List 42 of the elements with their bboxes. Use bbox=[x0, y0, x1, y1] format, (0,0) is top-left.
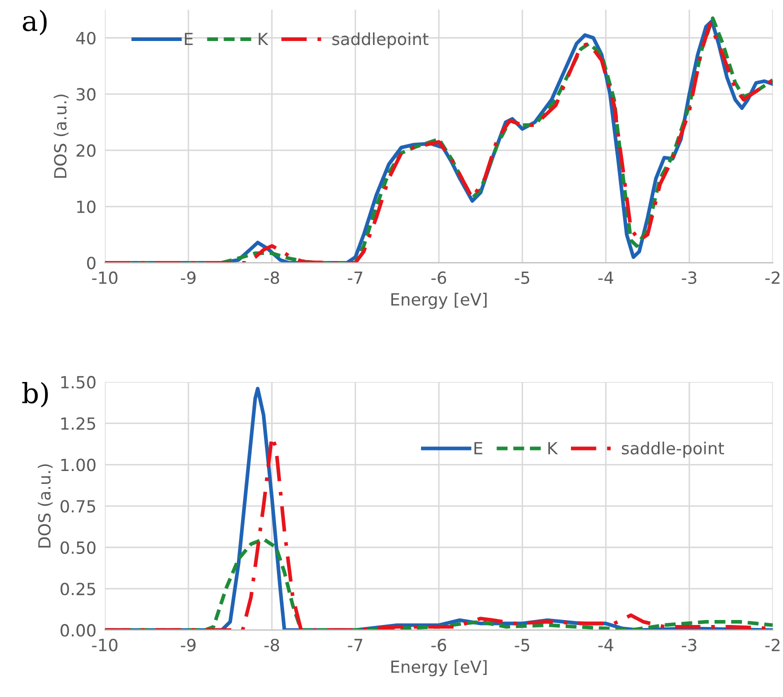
y-tick-label: 1.50 bbox=[61, 376, 96, 389]
x-axis-title: Energy [eV] bbox=[391, 660, 487, 676]
y-tick-label: 0.00 bbox=[60, 624, 96, 637]
x-tick-label: -5 bbox=[514, 272, 530, 284]
x-tick-label: -8 bbox=[264, 638, 280, 652]
x-tick-label: -6 bbox=[431, 638, 446, 652]
x-tick-label: -2 bbox=[765, 638, 780, 652]
x-tick-label: -3 bbox=[682, 271, 696, 284]
x-tick-label: -9 bbox=[180, 271, 196, 284]
x-tick-label: -10 bbox=[92, 638, 118, 652]
chart-title: b) bbox=[22, 382, 48, 408]
chart-title: a) bbox=[22, 10, 47, 36]
legend-label: K bbox=[548, 442, 558, 454]
x-tick-label: -4 bbox=[598, 272, 614, 284]
x-tick-label: -8 bbox=[264, 271, 280, 284]
x-tick-label: -5 bbox=[514, 638, 530, 652]
legend-label: K bbox=[258, 32, 268, 46]
x-tick-label: -7 bbox=[348, 638, 362, 652]
x-tick-label: -10 bbox=[92, 271, 118, 284]
y-tick-label: 30 bbox=[76, 88, 96, 101]
y-tick-label: 0 bbox=[87, 256, 96, 270]
x-axis-title: Energy [eV] bbox=[391, 292, 487, 309]
x-tick-label: -2 bbox=[765, 271, 780, 284]
y-tick-label: 1.00 bbox=[61, 458, 96, 472]
legend-label: saddle-point bbox=[622, 442, 724, 458]
legend-label: E bbox=[184, 32, 193, 46]
x-tick-label: -6 bbox=[431, 271, 446, 284]
y-axis-title: DOS (a.u.) bbox=[38, 464, 53, 548]
x-tick-label: -7 bbox=[348, 272, 362, 284]
y-tick-label: 0.50 bbox=[60, 541, 96, 554]
y-tick-label: 0.25 bbox=[60, 582, 96, 596]
y-tick-label: 40 bbox=[76, 32, 96, 44]
y-tick-label: 1.25 bbox=[61, 417, 96, 430]
legend-label: E bbox=[474, 442, 482, 454]
x-tick-label: -3 bbox=[682, 638, 696, 652]
y-tick-label: 10 bbox=[77, 200, 96, 214]
y-tick-label: 0.75 bbox=[60, 500, 96, 513]
legend-label: saddlepoint bbox=[332, 32, 428, 48]
y-tick-label: 20 bbox=[76, 144, 96, 157]
x-tick-label: -4 bbox=[598, 638, 614, 652]
y-axis-title: DOS (a.u.) bbox=[54, 94, 69, 178]
x-tick-label: -9 bbox=[180, 638, 196, 652]
